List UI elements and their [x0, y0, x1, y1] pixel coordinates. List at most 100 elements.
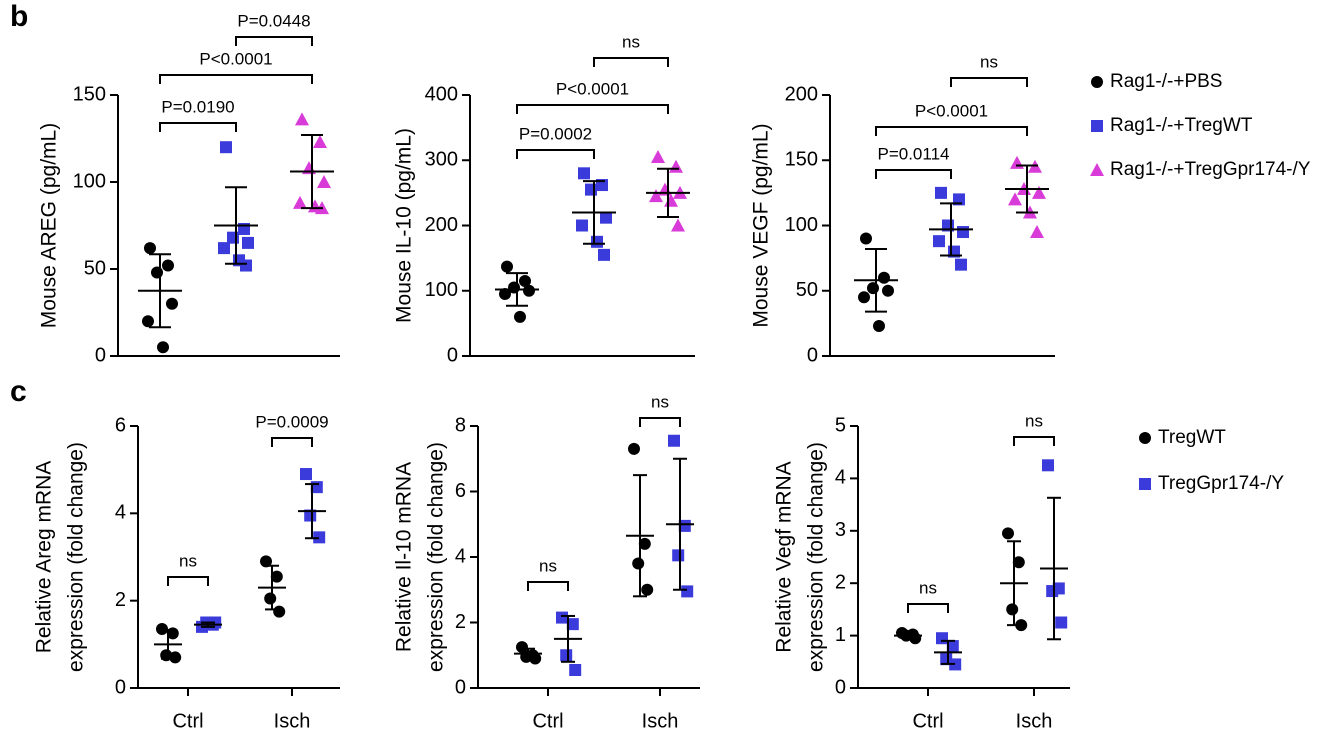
significance-bracket: [159, 122, 237, 132]
data-point: [858, 291, 870, 304]
data-point: [949, 658, 962, 671]
significance-label: ns: [179, 551, 197, 570]
x-tick-label: Isch: [642, 710, 679, 732]
data-point: [598, 248, 610, 261]
significance-bracket: [593, 57, 669, 67]
y-tick-label: 100: [425, 279, 458, 301]
significance-bracket: [516, 104, 669, 114]
legend-label: Rag1-/-+TregGpr174-/Y: [1110, 159, 1311, 180]
significance-label: P=0.0009: [255, 412, 328, 431]
data-point: [142, 315, 154, 328]
significance-label: P=0.0448: [237, 11, 310, 30]
y-tick-label: 6: [455, 480, 466, 502]
y-tick-label: 8: [455, 414, 466, 436]
data-point: [519, 274, 531, 287]
data-point: [300, 468, 312, 481]
y-axis-label: Relative Areg mRNA: [33, 461, 56, 654]
legend-marker: [1139, 432, 1151, 444]
y-axis-label: expression (fold change): [805, 442, 828, 672]
data-point: [669, 159, 683, 173]
y-tick-label: 100: [73, 170, 106, 192]
significance-label: P=0.0114: [877, 144, 949, 163]
y-tick-label: 3: [835, 519, 846, 541]
significance-bracket: [950, 77, 1028, 87]
data-point: [260, 555, 272, 568]
data-point: [295, 112, 309, 126]
legend-label: TregGpr174-/Y: [1158, 473, 1284, 494]
data-point: [946, 640, 959, 653]
data-point: [641, 583, 654, 596]
legend-label: TregWT: [1158, 427, 1226, 448]
data-point: [317, 175, 331, 188]
y-tick-label: 0: [115, 676, 126, 698]
significance-label: P<0.0001: [915, 101, 988, 120]
data-point: [632, 557, 645, 570]
significance-bracket: [527, 581, 569, 591]
data-point: [600, 211, 612, 224]
data-point: [151, 266, 163, 279]
y-axis-label: Relative Vegf mRNA: [773, 461, 796, 652]
data-point: [1042, 459, 1054, 472]
data-point: [955, 258, 967, 271]
data-point: [1002, 527, 1014, 540]
legend-marker: [1139, 478, 1151, 490]
data-point: [882, 284, 894, 297]
data-point: [313, 134, 327, 148]
data-point: [933, 235, 945, 248]
y-tick-label: 4: [835, 467, 846, 489]
y-axis-label: Mouse AREG (pg/mL): [38, 123, 61, 328]
data-point: [1055, 616, 1068, 629]
data-point: [166, 297, 178, 310]
significance-bracket: [1013, 436, 1055, 446]
y-tick-label: 0: [455, 676, 466, 698]
data-point: [681, 585, 694, 598]
legend-marker: [1090, 163, 1104, 176]
y-tick-label: 100: [785, 214, 818, 236]
data-point: [651, 149, 665, 163]
y-tick-label: 1: [835, 624, 846, 646]
data-point: [576, 219, 588, 232]
x-tick-label: Ctrl: [532, 710, 563, 732]
y-tick-label: 2: [115, 589, 126, 611]
significance-label: P<0.0001: [199, 49, 272, 68]
data-point: [638, 537, 651, 550]
data-point: [1046, 585, 1059, 598]
data-point: [514, 310, 526, 323]
y-tick-label: 0: [95, 344, 106, 366]
data-point: [671, 218, 685, 232]
data-point: [569, 663, 582, 676]
y-tick-label: 2: [455, 611, 466, 633]
data-point: [529, 652, 542, 665]
significance-label: ns: [980, 52, 998, 71]
data-point: [293, 195, 307, 209]
y-tick-label: 50: [84, 257, 106, 279]
legend-marker: [1091, 120, 1103, 132]
data-point: [499, 288, 511, 301]
data-point: [867, 282, 879, 295]
significance-label: ns: [622, 32, 640, 51]
y-axis-label: Mouse VEGF (pg/mL): [750, 123, 773, 327]
data-point: [678, 519, 691, 532]
data-point: [591, 235, 603, 248]
data-point: [157, 341, 169, 354]
x-tick-label: Isch: [1016, 710, 1053, 732]
x-tick-label: Ctrl: [172, 710, 203, 732]
legend-label: Rag1-/-+PBS: [1110, 71, 1222, 92]
y-tick-label: 200: [785, 83, 818, 105]
data-point: [1008, 192, 1022, 206]
x-tick-label: Ctrl: [912, 710, 943, 732]
significance-bracket: [639, 417, 681, 427]
y-axis-label: expression (fold change): [425, 442, 448, 672]
data-point: [1032, 185, 1046, 199]
significance-label: P=0.0190: [161, 97, 234, 116]
significance-bracket: [271, 437, 313, 447]
y-tick-label: 5: [835, 414, 846, 436]
data-point: [672, 549, 685, 562]
panel-label: c: [10, 375, 27, 408]
data-point: [273, 605, 286, 618]
significance-bracket: [907, 603, 949, 613]
data-point: [878, 271, 890, 284]
significance-label: ns: [1025, 411, 1043, 430]
data-point: [162, 259, 174, 272]
